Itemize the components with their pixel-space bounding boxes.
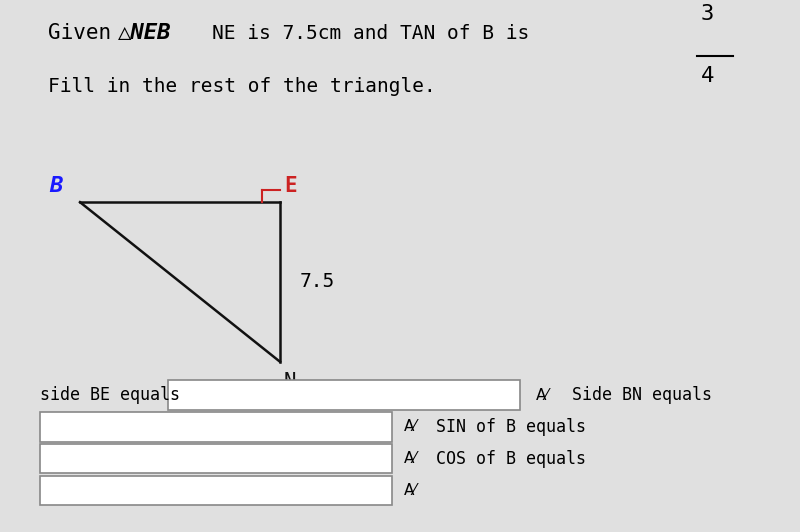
Bar: [40, 476, 392, 505]
Text: △NEB: △NEB: [118, 22, 172, 43]
Bar: [40, 412, 392, 442]
Text: 7.5: 7.5: [300, 272, 335, 292]
Text: 3: 3: [701, 4, 714, 24]
Text: Given: Given: [48, 22, 124, 43]
Bar: [168, 380, 520, 410]
Text: Side BN equals: Side BN equals: [572, 386, 712, 404]
Text: Fill in the rest of the triangle.: Fill in the rest of the triangle.: [48, 77, 436, 96]
Text: B: B: [50, 176, 62, 196]
Text: A⁄: A⁄: [536, 387, 549, 403]
Text: N: N: [284, 372, 297, 393]
Text: COS of B equals: COS of B equals: [436, 450, 586, 468]
Text: A⁄: A⁄: [404, 483, 417, 498]
Text: E: E: [284, 176, 297, 196]
Text: SIN of B equals: SIN of B equals: [436, 418, 586, 436]
Text: side BE equals: side BE equals: [40, 386, 180, 404]
Text: NE is 7.5cm and TAN of B is: NE is 7.5cm and TAN of B is: [212, 23, 530, 43]
Bar: [40, 444, 392, 473]
Text: A⁄: A⁄: [404, 419, 417, 435]
Text: 4: 4: [701, 66, 714, 87]
Text: A⁄: A⁄: [404, 451, 417, 467]
